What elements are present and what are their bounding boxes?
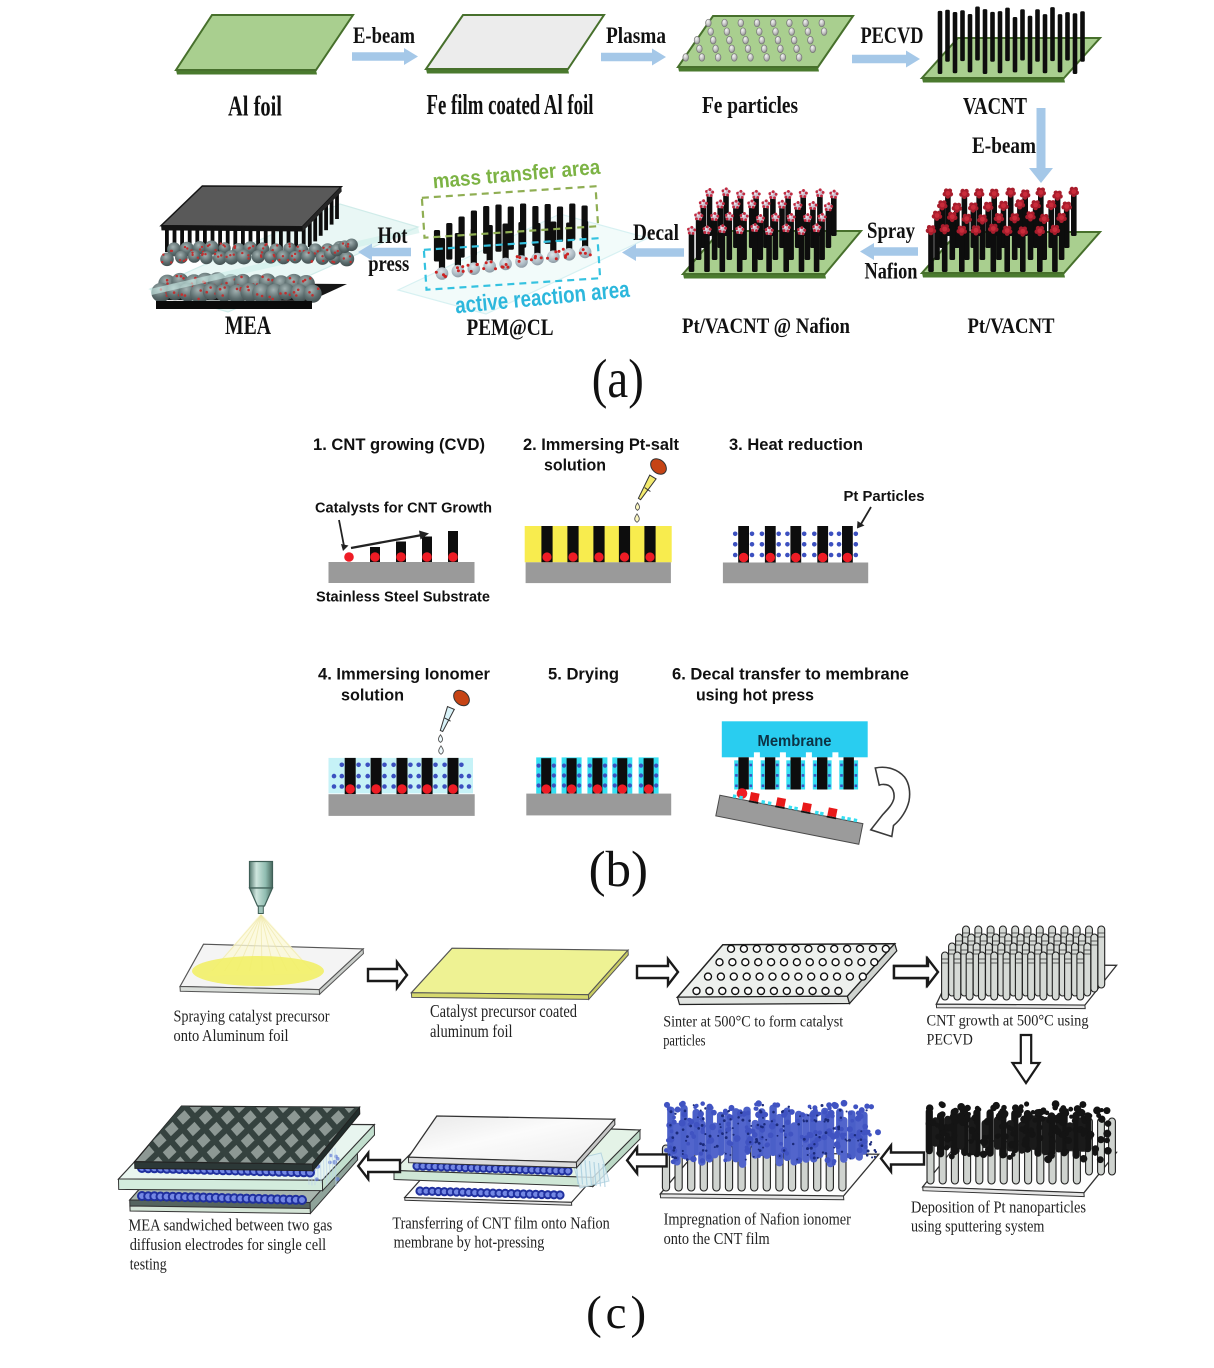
svg-text:1. CNT growing (CVD): 1. CNT growing (CVD) — [313, 436, 485, 454]
svg-text:Deposition of Pt nanoparticles: Deposition of Pt nanoparticles — [911, 1198, 1086, 1217]
svg-text:membrane by hot-pressing: membrane by hot-pressing — [394, 1233, 545, 1252]
svg-text:Fe film coated Al foil: Fe film coated Al foil — [427, 90, 594, 121]
svg-text:3. Heat reduction: 3. Heat reduction — [729, 436, 863, 454]
svg-text:Pt/VACNT @ Nafion: Pt/VACNT @ Nafion — [682, 313, 850, 338]
svg-text:Fe particles: Fe particles — [702, 93, 798, 119]
svg-text:Decal: Decal — [633, 220, 679, 245]
svg-text:2. Immersing Pt-salt: 2. Immersing Pt-salt — [523, 436, 680, 454]
svg-text:5. Drying: 5. Drying — [548, 666, 619, 684]
svg-text:4. Immersing Ionomer: 4. Immersing Ionomer — [318, 666, 491, 684]
svg-text:VACNT: VACNT — [963, 94, 1027, 120]
svg-text:E-beam: E-beam — [353, 23, 415, 49]
svg-text:PECVD: PECVD — [861, 23, 924, 48]
svg-text:(b): (b) — [589, 842, 648, 898]
svg-text:MEA: MEA — [225, 311, 271, 340]
svg-text:Pt/VACNT: Pt/VACNT — [968, 313, 1055, 338]
svg-text:Spray: Spray — [867, 218, 915, 244]
svg-text:Plasma: Plasma — [606, 23, 666, 48]
svg-text:solution: solution — [544, 457, 606, 475]
svg-text:Stainless Steel Substrate: Stainless Steel Substrate — [316, 590, 490, 606]
svg-text:diffusion electrodes for singl: diffusion electrodes for single cell — [130, 1235, 327, 1254]
svg-text:Al foil: Al foil — [228, 90, 282, 122]
svg-text:using hot press: using hot press — [696, 687, 814, 705]
svg-text:CNT growth at 500°C using: CNT growth at 500°C using — [927, 1012, 1089, 1029]
svg-text:6. Decal transfer to membrane: 6. Decal transfer to membrane — [672, 666, 909, 684]
svg-text:MEA sandwiched between two gas: MEA sandwiched between two gas — [128, 1216, 332, 1235]
svg-text:Hot: Hot — [378, 223, 408, 248]
svg-text:PECVD: PECVD — [927, 1032, 973, 1049]
svg-text:particles: particles — [663, 1032, 705, 1049]
svg-text:Spraying catalyst precursor: Spraying catalyst precursor — [174, 1007, 330, 1026]
svg-text:Pt Particles: Pt Particles — [844, 489, 925, 505]
svg-text:Catalyst precursor coated: Catalyst precursor coated — [430, 1001, 577, 1021]
svg-text:onto Aluminum foil: onto Aluminum foil — [174, 1026, 289, 1045]
svg-text:(a): (a) — [592, 348, 644, 409]
svg-text:E-beam: E-beam — [972, 133, 1036, 159]
svg-text:using sputtering system: using sputtering system — [911, 1217, 1045, 1236]
svg-text:Sinter at 500°C to form cataly: Sinter at 500°C to form catalyst — [663, 1014, 843, 1031]
svg-text:Membrane: Membrane — [758, 733, 832, 750]
svg-text:solution: solution — [341, 687, 404, 705]
svg-text:Catalysts for CNT Growth: Catalysts for CNT Growth — [315, 501, 492, 517]
svg-text:Impregnation of Nafion ionomer: Impregnation of Nafion ionomer — [664, 1210, 852, 1229]
svg-text:testing: testing — [130, 1255, 167, 1274]
svg-text:aluminum foil: aluminum foil — [430, 1021, 513, 1041]
svg-text:onto the CNT film: onto the CNT film — [664, 1229, 770, 1248]
svg-text:(c): (c) — [586, 1287, 646, 1339]
svg-text:Nafion: Nafion — [865, 259, 918, 285]
svg-text:PEM@CL: PEM@CL — [467, 315, 554, 341]
svg-text:Transferring of CNT film onto: Transferring of CNT film onto Nafion — [392, 1214, 609, 1233]
